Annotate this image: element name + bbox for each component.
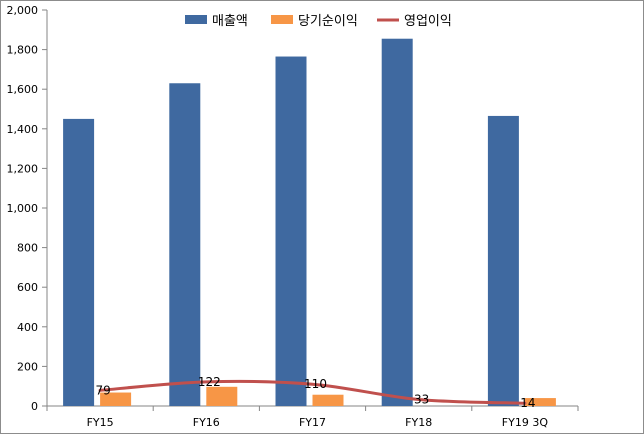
data-label-operating-profit: 79 xyxy=(95,383,110,397)
data-label-operating-profit: 33 xyxy=(414,392,429,406)
x-tick-label: FY19 3Q xyxy=(502,416,549,429)
bar-sales xyxy=(381,38,413,407)
y-tick-label: 1,800 xyxy=(7,44,39,57)
bar-sales xyxy=(275,56,307,406)
bar-sales xyxy=(169,83,201,406)
x-tick-label: FY18 xyxy=(405,416,432,429)
y-tick-label: 1,200 xyxy=(7,162,39,175)
y-tick-label: 1,600 xyxy=(7,83,39,96)
bar-sales xyxy=(63,118,95,407)
data-label-operating-profit: 14 xyxy=(520,396,535,410)
bar-net-income xyxy=(524,398,556,406)
legend-label: 영업이익 xyxy=(404,14,452,29)
legend-swatch xyxy=(271,15,293,24)
y-tick-label: 600 xyxy=(17,281,38,294)
bars xyxy=(63,38,556,407)
y-axis: 0 200 400 600 800 1,000 1,200 1,400 1,600 1,800 2,… xyxy=(7,4,48,413)
data-labels: 79 122 110 33 14 xyxy=(95,375,535,410)
y-tick-label: 200 xyxy=(17,360,38,373)
y-tick-label: 1,000 xyxy=(7,202,39,215)
data-label-operating-profit: 122 xyxy=(198,375,221,389)
y-tick-label: 0 xyxy=(31,400,38,413)
x-tick-label: FY16 xyxy=(193,416,220,429)
legend-swatch xyxy=(185,15,207,24)
x-axis: FY15 FY16 FY17 FY18 FY19 3Q xyxy=(46,405,579,429)
bar-sales xyxy=(487,115,519,407)
data-label-operating-profit: 110 xyxy=(304,377,327,391)
y-tick-label: 400 xyxy=(17,321,38,334)
bar-net-income xyxy=(206,386,238,406)
legend-label: 당기순이익 xyxy=(298,14,358,29)
legend-label: 매출액 xyxy=(212,14,248,29)
legend: 매출액 당기순이익 영업이익 xyxy=(185,14,452,29)
y-tick-label: 2,000 xyxy=(7,4,39,17)
line-series xyxy=(98,379,527,405)
y-tick-label: 800 xyxy=(17,242,38,255)
y-tick-label: 1,400 xyxy=(7,123,39,136)
line-operating-profit xyxy=(98,379,527,405)
x-tick-label: FY15 xyxy=(87,416,114,429)
x-tick-label: FY17 xyxy=(299,416,326,429)
bar-net-income xyxy=(312,394,344,406)
bar-net-income xyxy=(100,392,132,406)
